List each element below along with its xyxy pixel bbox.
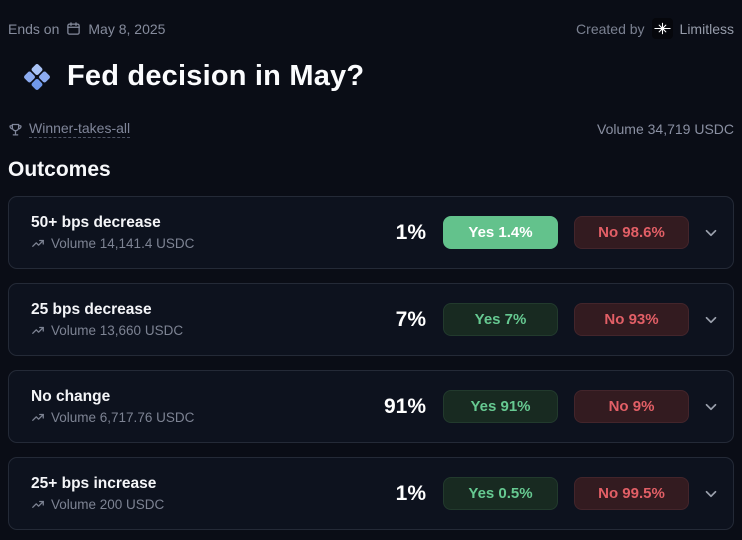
outcome-info: 25+ bps increase Volume 200 USDC [31, 475, 356, 512]
market-type-badge[interactable]: Winner-takes-all [8, 120, 131, 138]
outcome-row-no-change: No change Volume 6,717.76 USDC 91% Yes 9… [8, 370, 734, 443]
outcome-percent: 91% [383, 394, 426, 418]
market-type-label[interactable]: Winner-takes-all [29, 120, 131, 138]
creator-name: Limitless [679, 20, 734, 37]
outcome-row-25-bps-increase: 25+ bps increase Volume 200 USDC 1% Yes … [8, 457, 734, 530]
page-title: Fed decision in May? [67, 60, 365, 92]
outcome-row-50-bps-decrease: 50+ bps decrease Volume 14,141.4 USDC 1%… [8, 196, 734, 269]
ends-on-label: Ends on [8, 20, 60, 37]
outcome-volume: Volume 6,717.76 USDC [31, 410, 356, 425]
outcome-volume: Volume 200 USDC [31, 497, 356, 512]
meta-row: Ends on May 8, 2025 Created by [8, 18, 734, 39]
yes-button[interactable]: Yes 0.5% [443, 477, 558, 510]
chevron-down-icon[interactable] [702, 311, 720, 329]
outcome-volume-text: Volume 13,660 USDC [51, 323, 184, 338]
no-button[interactable]: No 93% [574, 303, 689, 336]
trophy-icon [8, 122, 23, 137]
outcome-name: No change [31, 388, 111, 405]
yes-button[interactable]: Yes 7% [443, 303, 558, 336]
outcome-name: 25 bps decrease [31, 301, 152, 318]
trend-up-icon [31, 237, 45, 251]
no-button[interactable]: No 9% [574, 390, 689, 423]
chevron-down-icon[interactable] [702, 398, 720, 416]
outcome-percent: 7% [395, 307, 426, 331]
title-row: Fed decision in May? [8, 60, 734, 93]
chevron-down-icon[interactable] [702, 485, 720, 503]
outcomes-heading: Outcomes [8, 158, 111, 181]
yes-button[interactable]: Yes 1.4% [443, 216, 558, 249]
no-button[interactable]: No 98.6% [574, 216, 689, 249]
outcome-info: 50+ bps decrease Volume 14,141.4 USDC [31, 214, 356, 251]
end-date-group: Ends on May 8, 2025 [8, 21, 165, 37]
outcome-percent: 1% [395, 481, 426, 505]
blue-diamond-icon [22, 62, 52, 92]
outcome-volume-text: Volume 200 USDC [51, 497, 165, 512]
outcome-info: No change Volume 6,717.76 USDC [31, 388, 356, 425]
outcome-percent: 1% [395, 220, 426, 244]
yes-button[interactable]: Yes 91% [443, 390, 558, 423]
outcome-info: 25 bps decrease Volume 13,660 USDC [31, 301, 356, 338]
outcome-volume-text: Volume 14,141.4 USDC [51, 236, 195, 251]
outcome-name: 50+ bps decrease [31, 214, 161, 231]
chevron-down-icon[interactable] [702, 224, 720, 242]
end-date: May 8, 2025 [88, 20, 166, 37]
outcome-name: 25+ bps increase [31, 475, 157, 492]
outcome-volume: Volume 13,660 USDC [31, 323, 356, 338]
no-button[interactable]: No 99.5% [574, 477, 689, 510]
total-volume: Volume 34,719 USDC [597, 121, 734, 137]
limitless-sparkle-icon [651, 18, 673, 39]
outcome-volume-text: Volume 6,717.76 USDC [51, 410, 195, 425]
calendar-icon [66, 21, 81, 36]
creator-group[interactable]: Created by Limitless [576, 18, 734, 39]
trend-up-icon [31, 411, 45, 425]
info-row: Winner-takes-all Volume 34,719 USDC [8, 120, 734, 138]
trend-up-icon [31, 324, 45, 338]
outcome-row-25-bps-decrease: 25 bps decrease Volume 13,660 USDC 7% Ye… [8, 283, 734, 356]
outcome-volume: Volume 14,141.4 USDC [31, 236, 356, 251]
created-by-label: Created by [576, 20, 645, 37]
trend-up-icon [31, 498, 45, 512]
